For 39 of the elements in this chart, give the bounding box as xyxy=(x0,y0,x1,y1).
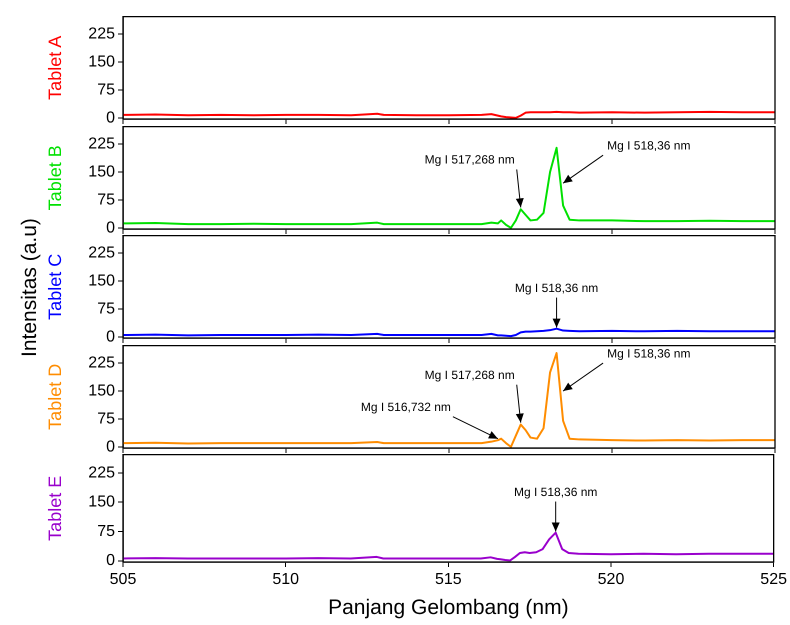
x-tick-label: 505 xyxy=(110,571,136,588)
y-tick-label: 75 xyxy=(97,522,116,540)
x-tick-label: 525 xyxy=(760,571,788,588)
annotation: Mg I 518,36 nm xyxy=(607,346,690,360)
x-tick-label: 515 xyxy=(434,571,462,588)
y-tick-label: 150 xyxy=(88,53,116,70)
y-tick-label: 0 xyxy=(106,438,116,455)
annotation: Mg I 518,36 nm xyxy=(607,138,690,152)
annotation: Mg I 518,36 nm xyxy=(514,484,598,499)
text: Intensitas (a.u) xyxy=(18,218,42,358)
x-axis-title: Panjang Gelombang (nm) xyxy=(328,596,569,620)
y-tick-label: 150 xyxy=(88,162,116,180)
y-tick-label: 225 xyxy=(88,26,116,43)
y-axis-title: Tablet A xyxy=(44,36,65,100)
annotation: Mg I 517,268 nm xyxy=(424,152,515,166)
y-tick-label: 150 xyxy=(88,494,116,511)
x-tick-label: 520 xyxy=(598,571,624,588)
y-axis-title: Tablet B xyxy=(44,144,65,210)
y-tick-label: 75 xyxy=(97,190,116,208)
annotation: Mg I 518,36 nm xyxy=(514,280,598,295)
y-tick-label: 0 xyxy=(106,218,116,236)
y-tick-label: 75 xyxy=(97,410,116,427)
annotation: Mg I 517,268 nm xyxy=(424,367,515,382)
y-tick-label: 0 xyxy=(106,552,116,570)
y-tick-label: 225 xyxy=(88,135,116,152)
y-tick-label: 225 xyxy=(88,354,116,372)
y-axis-title: Tablet C xyxy=(44,254,65,320)
y-tick-label: 0 xyxy=(106,109,116,126)
x-tick-label: 510 xyxy=(272,571,300,588)
y-tick-label: 150 xyxy=(88,272,116,290)
y-tick-label: 225 xyxy=(88,464,116,482)
y-tick-label: 0 xyxy=(106,328,116,346)
y-axis-title: Tablet D xyxy=(44,363,65,430)
y-tick-label: 225 xyxy=(88,244,116,262)
y-tick-label: 75 xyxy=(97,300,116,318)
annotation: Mg I 516,732 nm xyxy=(360,400,451,414)
y-tick-label: 150 xyxy=(88,382,116,399)
y-tick-label: 75 xyxy=(97,81,116,98)
y-axis-title: Tablet E xyxy=(44,476,65,541)
